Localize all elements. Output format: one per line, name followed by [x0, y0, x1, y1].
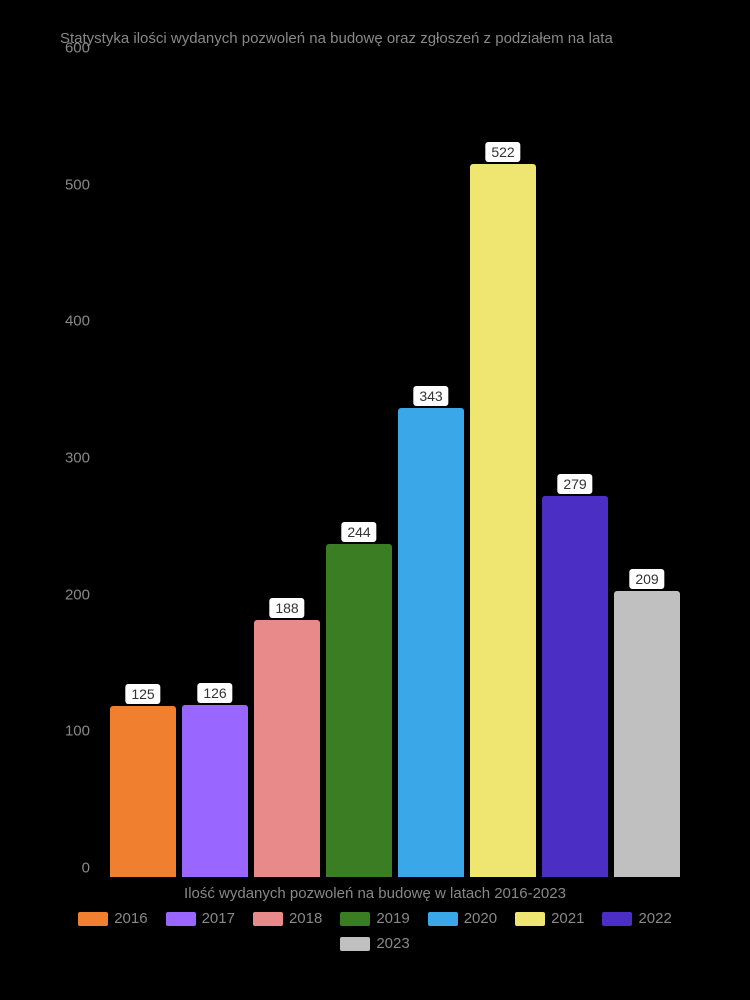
legend-text: 2020 — [464, 910, 497, 927]
y-tick: 200 — [50, 586, 90, 603]
y-tick: 300 — [50, 450, 90, 467]
legend-text: 2017 — [202, 910, 235, 927]
bar-label: 343 — [413, 386, 448, 406]
legend-text: 2016 — [114, 910, 147, 927]
legend: 2016 2017 2018 2019 2020 2021 2022 2023 — [40, 910, 710, 952]
legend-item-2021: 2021 — [515, 910, 584, 927]
bar-2016: 125 — [110, 706, 176, 877]
legend-text: 2023 — [376, 935, 409, 952]
bar-2018: 188 — [254, 620, 320, 877]
legend-item-2019: 2019 — [340, 910, 409, 927]
legend-text: 2021 — [551, 910, 584, 927]
legend-swatch — [78, 912, 108, 926]
legend-text: 2018 — [289, 910, 322, 927]
legend-item-2023: 2023 — [340, 935, 409, 952]
legend-text: 2019 — [376, 910, 409, 927]
bars-group: 125126188244343522279209 — [110, 57, 680, 877]
y-tick: 600 — [50, 40, 90, 57]
bar-label: 125 — [125, 684, 160, 704]
legend-item-2016: 2016 — [78, 910, 147, 927]
legend-swatch — [166, 912, 196, 926]
legend-swatch — [515, 912, 545, 926]
legend-swatch — [340, 912, 370, 926]
legend-item-2022: 2022 — [602, 910, 671, 927]
plot-area: 0100200300400500600 12512618824434352227… — [100, 57, 690, 877]
x-axis-label: Ilość wydanych pozwoleń na budowę w lata… — [40, 885, 710, 902]
legend-text: 2022 — [638, 910, 671, 927]
bar-label: 126 — [197, 683, 232, 703]
y-tick: 500 — [50, 176, 90, 193]
chart-title: Statystyka ilości wydanych pozwoleń na b… — [60, 30, 710, 47]
legend-item-2017: 2017 — [166, 910, 235, 927]
y-axis: 0100200300400500600 — [50, 57, 90, 877]
bar-2022: 279 — [542, 496, 608, 877]
bar-2017: 126 — [182, 705, 248, 877]
y-tick: 100 — [50, 723, 90, 740]
legend-swatch — [253, 912, 283, 926]
y-tick: 400 — [50, 313, 90, 330]
bar-2020: 343 — [398, 408, 464, 877]
bar-label: 188 — [269, 598, 304, 618]
bar-2019: 244 — [326, 544, 392, 877]
legend-swatch — [340, 937, 370, 951]
bar-label: 209 — [629, 569, 664, 589]
legend-swatch — [428, 912, 458, 926]
chart-container: Statystyka ilości wydanych pozwoleń na b… — [40, 30, 710, 970]
legend-item-2020: 2020 — [428, 910, 497, 927]
bar-label: 244 — [341, 522, 376, 542]
bar-2021: 522 — [470, 164, 536, 877]
legend-swatch — [602, 912, 632, 926]
legend-item-2018: 2018 — [253, 910, 322, 927]
bar-2023: 209 — [614, 591, 680, 877]
y-tick: 0 — [50, 860, 90, 877]
bar-label: 522 — [485, 142, 520, 162]
bar-label: 279 — [557, 474, 592, 494]
